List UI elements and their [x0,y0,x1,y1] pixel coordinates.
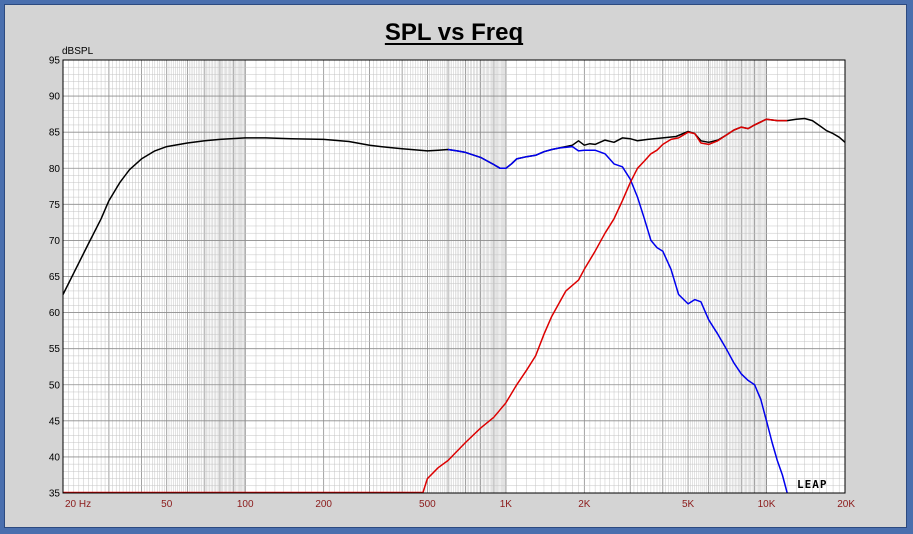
x-tick-label: 200 [315,499,332,510]
x-tick-label: 10K [758,499,776,510]
x-tick-label: 20 Hz [65,499,91,510]
y-tick-labels: 35 40 45 50 55 60 65 70 75 80 85 90 95 [49,56,61,500]
series-line-2 [447,145,788,494]
x-tick-labels: 20 Hz 50 100 200 500 1K 2K 5K 10K 20K [65,499,855,510]
y-tick-label: 40 [49,452,61,463]
x-tick-label: 5K [682,499,695,510]
y-tick-label: 90 [49,92,61,103]
y-tick-label: 60 [49,308,61,319]
x-tick-label: 20K [837,499,855,510]
plot-border [62,59,846,494]
y-tick-label: 75 [49,200,61,211]
y-axis-unit-label: dBSPL [62,46,94,57]
series-line-3 [422,118,788,494]
y-tick-label: 45 [49,416,61,427]
x-tick-label: 100 [237,499,254,510]
grid-lines [63,60,845,493]
x-tick-label: 500 [419,499,436,510]
chart-title: SPL vs Freq [385,19,523,46]
y-tick-label: 55 [49,344,61,355]
x-tick-label: 2K [578,499,591,510]
y-tick-label: 65 [49,272,61,283]
y-tick-label: 80 [49,164,61,175]
y-tick-label: 35 [49,489,61,500]
y-tick-label: 85 [49,128,61,139]
spl-chart: SPL vs Freq dBSPL 35 40 45 50 55 60 65 70 75 80 85… [49,19,855,510]
leap-logo: LEAP [797,478,828,491]
y-tick-label: 95 [49,56,61,67]
y-tick-label: 50 [49,380,61,391]
chart-panel: SPL vs Freq dBSPL 35 40 45 50 55 60 65 70 75 80 85… [4,4,907,528]
y-tick-label: 70 [49,236,61,247]
x-tick-label: 50 [161,499,173,510]
x-tick-label: 1K [500,499,513,510]
